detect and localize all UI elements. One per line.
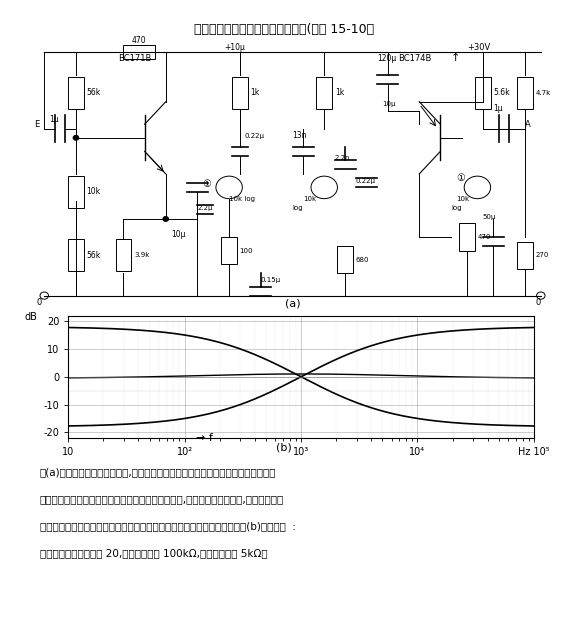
- Text: BC174B: BC174B: [398, 54, 432, 63]
- Text: 带有音调和音量调节的低频放大器(如图 15-10）: 带有音调和音量调节的低频放大器(如图 15-10）: [194, 23, 374, 35]
- Text: 10k: 10k: [456, 196, 469, 202]
- Text: 器则用于调节音量。通过分配输入电压调节音调和音量的频率特性曲线如图(b)所示。第  :: 器则用于调节音量。通过分配输入电压调节音调和音量的频率特性曲线如图(b)所示。第…: [40, 521, 296, 531]
- Text: 680: 680: [356, 256, 369, 263]
- Text: E: E: [34, 120, 39, 129]
- Text: 10k: 10k: [86, 187, 101, 196]
- Text: ①: ①: [456, 173, 465, 183]
- Bar: [459, 223, 475, 251]
- Text: 10μ: 10μ: [382, 101, 396, 108]
- Bar: [475, 77, 491, 109]
- Text: 4.7k: 4.7k: [536, 90, 551, 96]
- Text: (b): (b): [276, 443, 292, 453]
- Text: 56k: 56k: [86, 251, 101, 260]
- Text: A: A: [525, 120, 531, 129]
- Circle shape: [40, 292, 48, 299]
- Text: 0.22μ: 0.22μ: [245, 133, 265, 139]
- Bar: [115, 240, 131, 271]
- Bar: [68, 240, 84, 271]
- Text: ①: ①: [203, 180, 211, 189]
- Text: 10k log: 10k log: [229, 196, 255, 202]
- Text: 270: 270: [536, 252, 549, 258]
- Text: 0.15μ: 0.15μ: [261, 277, 281, 283]
- Text: +10μ: +10μ: [224, 43, 245, 52]
- Text: 1μ: 1μ: [49, 115, 59, 124]
- Text: 0.22μ: 0.22μ: [356, 178, 376, 184]
- Text: (a): (a): [285, 299, 300, 309]
- Text: 5.6k: 5.6k: [493, 88, 510, 97]
- Text: 2.2n: 2.2n: [335, 155, 350, 162]
- Bar: [221, 237, 237, 264]
- Bar: [517, 77, 533, 109]
- Text: 10k: 10k: [303, 196, 316, 202]
- Bar: [517, 242, 533, 269]
- Circle shape: [311, 176, 337, 198]
- Text: 0: 0: [536, 298, 541, 307]
- Text: 10μ: 10μ: [171, 230, 186, 239]
- Text: 470: 470: [132, 36, 147, 45]
- Text: 1k: 1k: [335, 88, 344, 97]
- Bar: [316, 77, 332, 109]
- Text: 100: 100: [240, 247, 253, 254]
- Y-axis label: dB: dB: [24, 312, 37, 322]
- Circle shape: [163, 216, 168, 222]
- Circle shape: [464, 176, 491, 198]
- Text: 1k: 1k: [250, 88, 260, 97]
- Text: 图(a)电路包括一个阻抗变换极,用以使具有很低阻抗的音调调节网络与前级输出相匹: 图(a)电路包括一个阻抗变换极,用以使具有很低阻抗的音调调节网络与前级输出相匹: [40, 467, 276, 477]
- Text: 1μ: 1μ: [493, 104, 503, 113]
- Text: → f: → f: [196, 433, 213, 443]
- Text: 56k: 56k: [86, 88, 101, 97]
- Text: +30V: +30V: [467, 43, 490, 52]
- Text: 13n: 13n: [293, 131, 307, 140]
- Text: 470: 470: [478, 234, 491, 240]
- Text: 级的电压放大倍数约为 20,输入电阻大于 100kΩ,输出电阻约为 5kΩ。: 级的电压放大倍数约为 20,输入电阻大于 100kΩ,输出电阻约为 5kΩ。: [40, 548, 268, 558]
- Bar: [123, 46, 155, 59]
- Text: 2.2μ: 2.2μ: [198, 205, 213, 211]
- Bar: [337, 246, 353, 273]
- Text: ↑: ↑: [451, 53, 461, 63]
- Text: BC171B: BC171B: [118, 54, 152, 63]
- Text: 0: 0: [36, 298, 41, 307]
- Text: log: log: [293, 205, 303, 211]
- Circle shape: [73, 136, 78, 140]
- Bar: [68, 176, 84, 207]
- Text: 50μ: 50μ: [483, 214, 496, 220]
- Text: 3.9k: 3.9k: [134, 252, 149, 258]
- Text: 配。在输入晶体管射极处接入的网络中有两个电位器,用于分别调节高低音,而其余的电位: 配。在输入晶体管射极处接入的网络中有两个电位器,用于分别调节高低音,而其余的电位: [40, 494, 284, 504]
- Circle shape: [537, 292, 545, 299]
- Bar: [232, 77, 248, 109]
- Text: log: log: [451, 205, 462, 211]
- Circle shape: [216, 176, 243, 198]
- Text: 120μ: 120μ: [377, 54, 396, 63]
- Bar: [68, 77, 84, 109]
